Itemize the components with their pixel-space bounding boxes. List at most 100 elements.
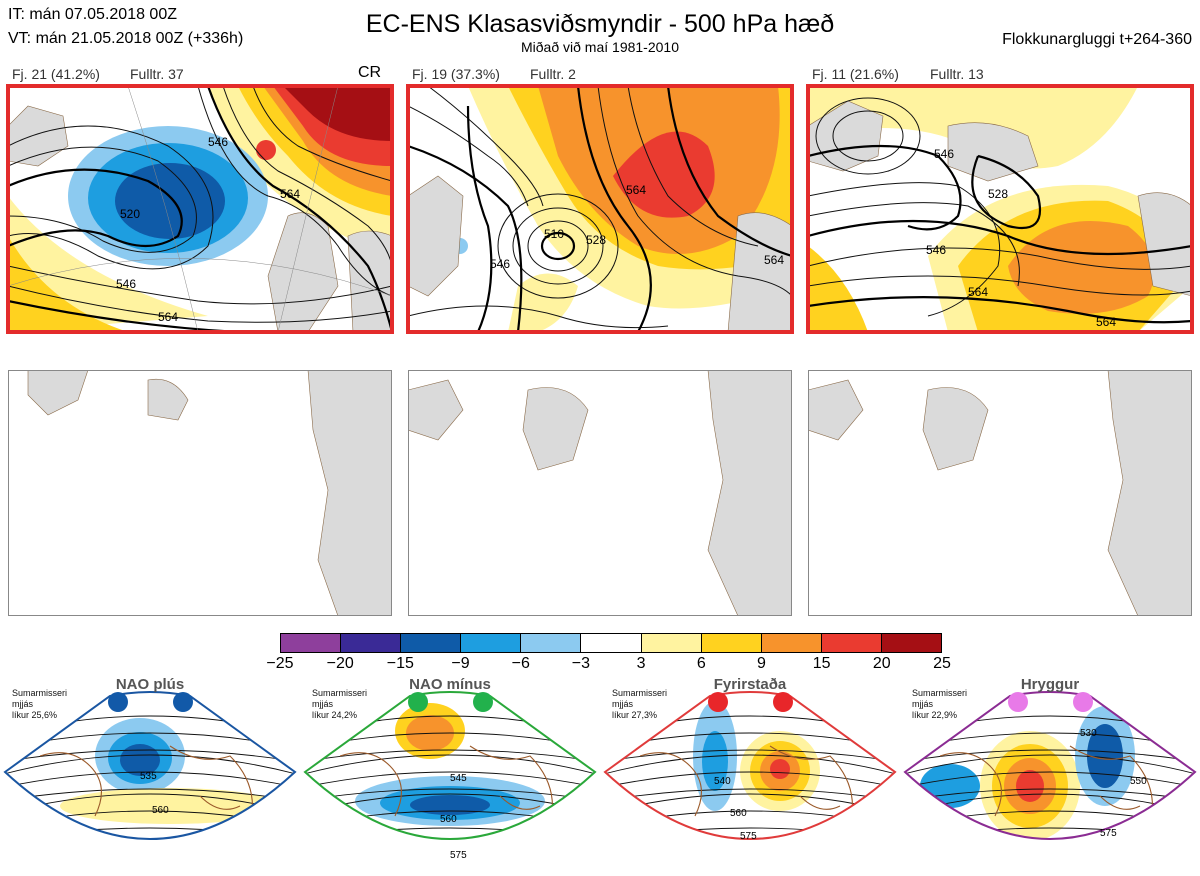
contour-label: 546: [116, 277, 136, 291]
regime-info-line: Sumarmisseri: [612, 688, 668, 698]
regime-name: NAO mínus: [409, 676, 491, 693]
empty-map-3: [808, 370, 1192, 616]
anomaly-shading: [1007, 852, 1043, 864]
regime-info-line: Sumarmisseri: [12, 688, 68, 698]
contour-label: 546: [926, 243, 946, 257]
regime-dot: [108, 692, 128, 712]
anomaly-shading: [702, 731, 728, 791]
anomaly-shading: [1087, 724, 1123, 788]
height-contour: [605, 788, 895, 802]
regime-panel: 530 550 575 Hryggur Sumarmisseri mjjás líkur 2…: [900, 676, 1200, 871]
height-contour: [605, 771, 895, 789]
colorbar-swatch: [461, 634, 522, 652]
regime-info-line: mjjás: [612, 699, 634, 709]
page-title: EC-ENS Klasasviðsmyndir - 500 hPa hæð: [365, 10, 835, 38]
colorbar-swatch: [581, 634, 642, 652]
regime-row: 535 560 NAO plús Sumarmisseri mjjás líkur 25,…: [0, 676, 1200, 871]
height-contour: [5, 754, 295, 776]
colorbar-tick-label: −6: [511, 655, 530, 672]
height-contour: [305, 788, 595, 802]
colorbar-tick-label: −15: [386, 655, 414, 672]
colorbar-tick-label: −25: [266, 655, 294, 672]
colorbar-tick-label: −9: [451, 655, 470, 672]
cluster-1-label: Fj. 21 (41.2%): [12, 66, 100, 82]
colorbar-tick-label: −3: [571, 655, 591, 672]
regime-dot: [473, 692, 493, 712]
regime-map: 540 560 575: [603, 691, 897, 842]
regime-dot: [1008, 692, 1028, 712]
regime-info: Sumarmisseri mjjás líkur 25,6%: [12, 688, 67, 721]
regime-panel: 540 560 575 Fyrirstaða Sumarmisseri mjjás líku…: [600, 676, 900, 871]
colorbar-tick-label: 20: [872, 655, 891, 672]
anomaly-shading: [1016, 770, 1044, 802]
page-subtitle: Miðað við maí 1981-2010: [521, 39, 679, 55]
colorbar-tick-label: 3: [636, 655, 646, 672]
regime-info: Sumarmisseri mjjás líkur 27,3%: [612, 688, 667, 721]
colorbar-tick-label: 9: [757, 655, 766, 672]
colorbar-tick-label: 6: [696, 655, 706, 672]
classification-window: Flokkunargluggi t+264-360: [1002, 31, 1192, 48]
height-contour: [5, 788, 295, 802]
colorbar-tick-label: −20: [326, 655, 354, 672]
cluster-map-3: 528 546 564 564 546: [806, 84, 1194, 334]
height-contour: [605, 749, 895, 763]
anomaly-shading: [120, 744, 160, 776]
regime-info-line: líkur 27,3%: [612, 710, 658, 720]
regime-dot: [173, 692, 193, 712]
regime-contour-label: 575: [1100, 828, 1117, 839]
cluster-3-label: Fj. 11 (21.6%): [812, 66, 899, 82]
colorbar-ticks: −25 −20 −15 −9 −6 −3 3 6 9 15 20 25: [260, 655, 962, 675]
regime-contour-label: 560: [440, 814, 457, 825]
height-contour: [305, 771, 595, 789]
height-contour: [905, 771, 1195, 789]
regime-panel: 545 560 575 NAO mínus Sumarmisseri mjjás líkur…: [300, 676, 600, 871]
height-contour: [305, 749, 595, 763]
colorbar-swatch: [761, 634, 822, 652]
contour-label: 510: [544, 227, 564, 241]
height-contour: [5, 771, 295, 789]
anomaly-shading: [60, 788, 280, 824]
regime-frame: [603, 691, 897, 840]
colorbar-swatch: [401, 634, 462, 652]
regime-name: Fyrirstaða: [713, 676, 787, 693]
cluster-map-2: 510 528 546 564 564: [406, 84, 794, 334]
colorbar-tick-label: 15: [812, 655, 831, 672]
anomaly-shading: [920, 764, 980, 808]
colorbar-swatch: [641, 634, 702, 652]
height-contour: [905, 788, 1195, 802]
regime-map: 535 560: [3, 691, 297, 840]
contour-label: 564: [968, 285, 988, 299]
colorbar-swatch: [701, 634, 762, 652]
colorbar-swatch: [281, 634, 342, 652]
anomaly-shading: [770, 759, 790, 779]
regime-dot: [708, 692, 728, 712]
regime-dot: [408, 692, 428, 712]
regime-contour-label: 560: [152, 805, 169, 816]
height-contour: [905, 749, 1195, 763]
contour-label: 546: [934, 147, 954, 161]
cluster-2-label: Fj. 19 (37.3%): [412, 66, 500, 82]
height-contour: [605, 754, 895, 776]
regime-name: NAO plús: [115, 676, 185, 693]
regime-name: Hryggur: [1020, 676, 1080, 693]
regime-info-line: mjjás: [912, 699, 934, 709]
contour-label: 528: [586, 233, 606, 247]
height-contour: [5, 749, 295, 763]
contour-label: 564: [158, 310, 178, 324]
height-contour: [305, 754, 595, 776]
regime-contour-label: 550: [1130, 776, 1147, 787]
regime-info-line: líkur 24,2%: [312, 710, 358, 720]
contour-label: 546: [490, 257, 510, 271]
contour-label: 564: [1096, 315, 1116, 329]
contour-label: 546: [208, 135, 228, 149]
anomaly-shading: [410, 795, 490, 815]
regime-info-line: mjjás: [312, 699, 334, 709]
regime-contour-label: 560: [730, 808, 747, 819]
regime-info: Sumarmisseri mjjás líkur 22,9%: [912, 688, 967, 721]
regime-info-line: mjjás: [12, 699, 34, 709]
contour-label: 528: [988, 187, 1008, 201]
regime-info-line: Sumarmisseri: [312, 688, 368, 698]
regime-frame: [903, 691, 1197, 840]
cluster-1-tag: CR: [358, 64, 382, 81]
regime-dot: [773, 692, 793, 712]
